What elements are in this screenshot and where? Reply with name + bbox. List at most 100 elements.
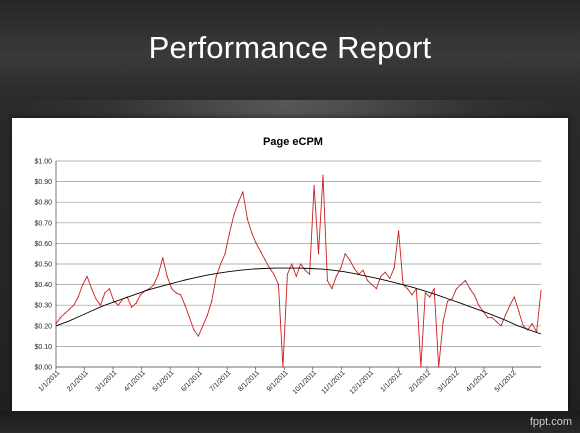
data-point — [202, 325, 204, 327]
data-point — [362, 269, 364, 271]
data-point — [353, 267, 355, 269]
data-point — [117, 304, 119, 306]
data-point — [264, 259, 266, 261]
data-point — [389, 277, 391, 279]
data-point — [64, 312, 66, 314]
data-point — [375, 288, 377, 290]
data-point — [171, 288, 173, 290]
data-point — [86, 275, 88, 277]
data-point — [349, 259, 351, 261]
data-point — [326, 279, 328, 282]
data-point — [304, 269, 306, 271]
chart-panel — [12, 118, 568, 411]
title-band — [0, 0, 580, 100]
x-tick-label: 5/1/2011 — [152, 369, 176, 393]
data-point — [131, 306, 133, 308]
data-point — [224, 253, 226, 255]
data-point — [340, 267, 342, 269]
y-tick-label: $0.50 — [34, 262, 52, 269]
data-point — [260, 251, 262, 253]
data-point — [455, 288, 458, 290]
data-point — [478, 304, 480, 306]
x-axis-ticks: 1/1/2011 2/1/2011 3/1/2011 4/1/2011 5/1/2011… — [38, 367, 518, 396]
data-point — [309, 273, 311, 275]
data-point — [197, 335, 199, 337]
data-point — [233, 214, 235, 216]
x-tick-label: 4/1/2011 — [123, 369, 147, 393]
x-tick-label: 3/1/2012 — [437, 369, 461, 393]
data-point — [331, 288, 333, 290]
data-point — [153, 284, 155, 286]
x-tick-label: 5/1/2012 — [494, 369, 518, 393]
data-point — [211, 300, 213, 302]
data-point — [188, 317, 191, 319]
y-tick-label: $0.40 — [34, 282, 52, 289]
data-point — [166, 275, 168, 277]
data-point — [82, 284, 84, 286]
x-tick-label: 7/1/2011 — [209, 369, 233, 393]
data-point — [251, 232, 253, 234]
data-point — [460, 284, 462, 286]
y-tick-label: $0.30 — [34, 303, 52, 310]
x-tick-label: 1/1/2012 — [380, 369, 404, 393]
data-point — [322, 174, 324, 176]
data-point — [73, 304, 75, 306]
data-point — [162, 257, 164, 259]
data-point — [68, 308, 70, 310]
data-point — [135, 302, 137, 304]
data-point — [157, 273, 159, 275]
data-point — [509, 304, 511, 306]
slide-title: Performance Report — [148, 30, 432, 65]
data-point — [464, 279, 466, 282]
data-point — [55, 323, 57, 325]
data-point — [175, 292, 177, 294]
data-point — [406, 288, 409, 290]
data-point — [540, 290, 542, 292]
x-tick-label: 12/1/2011 — [349, 369, 376, 396]
y-tick-label: $1.00 — [34, 159, 52, 166]
data-point — [335, 275, 337, 277]
data-point — [313, 185, 315, 187]
y-tick-label: $0.70 — [34, 220, 52, 227]
x-tick-label: 10/1/2011 — [292, 369, 319, 396]
y-tick-label: $0.10 — [34, 344, 52, 351]
data-point — [255, 242, 257, 244]
data-point — [215, 275, 217, 277]
y-tick-label: $0.20 — [34, 323, 52, 330]
y-tick-label: $0.90 — [34, 179, 52, 186]
data-point — [393, 267, 395, 269]
data-point — [487, 317, 489, 319]
x-tick-label: 8/1/2011 — [237, 369, 261, 393]
data-point — [398, 230, 400, 232]
data-point — [380, 275, 382, 277]
data-point — [473, 294, 475, 296]
data-point — [237, 201, 239, 203]
data-point — [220, 263, 222, 265]
data-point — [500, 325, 502, 327]
data-point — [228, 232, 231, 234]
data-point — [180, 294, 182, 296]
data-point — [491, 317, 493, 319]
data-point — [108, 288, 110, 290]
data-point — [95, 298, 97, 300]
data-point — [206, 314, 208, 317]
data-point — [91, 288, 93, 290]
x-tick-label: 6/1/2011 — [180, 369, 204, 393]
data-point — [451, 298, 453, 300]
data-point — [295, 275, 297, 277]
data-point — [411, 294, 413, 296]
data-point — [531, 323, 533, 325]
data-point — [424, 292, 426, 294]
series-line — [55, 174, 542, 368]
credit-text: fppt.com — [529, 416, 572, 428]
data-point — [518, 310, 520, 312]
data-point — [442, 321, 444, 323]
data-point — [99, 304, 102, 306]
data-point — [429, 296, 431, 298]
data-point — [495, 321, 498, 323]
data-point — [291, 263, 293, 265]
data-point — [77, 296, 79, 298]
data-point — [277, 284, 280, 286]
data-point — [184, 304, 186, 306]
